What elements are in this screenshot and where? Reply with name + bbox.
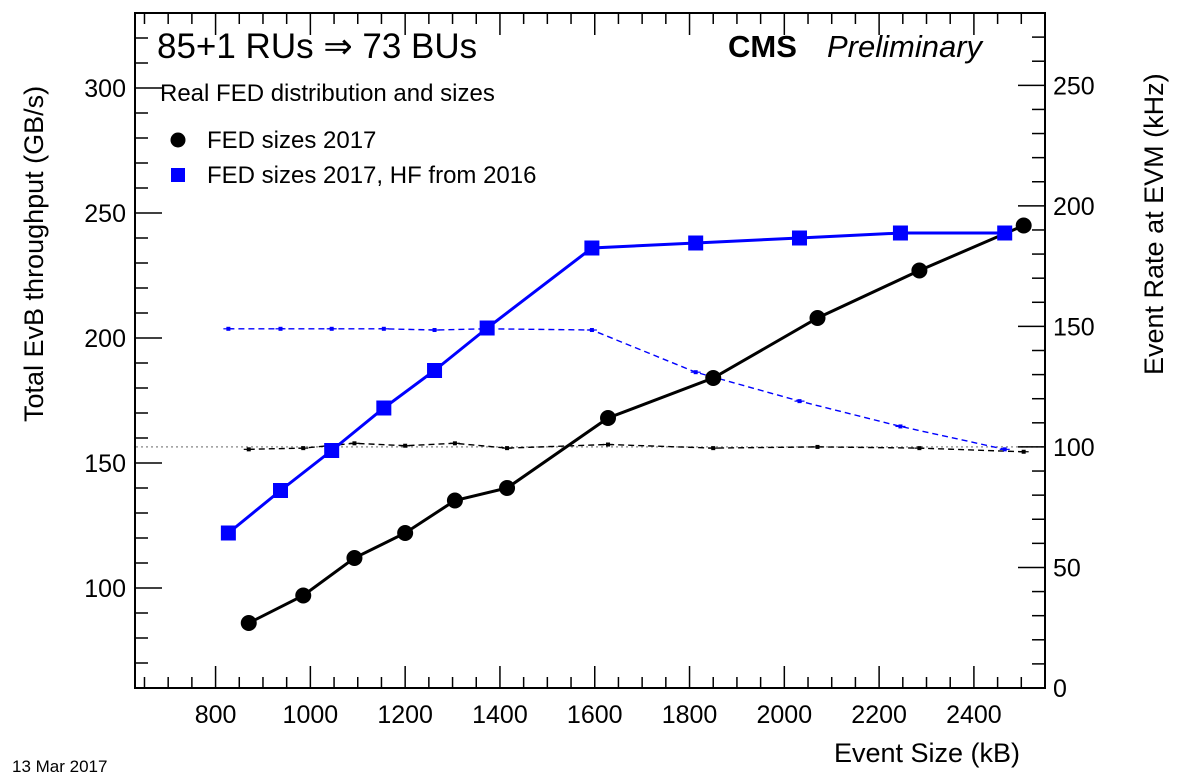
data-point [324,443,340,458]
y2-tick-label: 100 [1053,434,1095,462]
data-point [589,328,594,333]
data-point [381,326,386,331]
legend-label: FED sizes 2017, HF from 2016 [207,162,536,189]
y-axis-title: Total EvB throughput (GB/s) [19,86,49,422]
data-point [220,525,236,541]
data-point [997,225,1013,241]
x-tick-label: 1400 [472,701,528,729]
data-point [606,442,611,447]
data-point [397,525,414,541]
data-point [797,399,802,404]
series-line-2 [248,442,1024,453]
data-point [346,550,363,566]
throughput-series-layer [220,217,1032,631]
legend-marker-square [171,168,185,182]
data-point [301,446,306,451]
data-point [688,235,704,251]
y2-tick-label: 200 [1053,193,1095,221]
data-point [791,230,807,246]
data-point [403,443,408,448]
data-point [273,483,289,498]
axis-ticks [135,12,1046,689]
data-point [1002,447,1007,452]
x-tick-label: 2000 [757,701,813,729]
y2-tick-label: 150 [1053,313,1095,341]
y-tick-label: 250 [84,200,126,228]
data-point [432,328,437,333]
experiment-label: CMS [728,29,797,64]
data-point [911,262,928,279]
y2-axis-title: Event Rate at EVM (kHz) [1139,73,1169,375]
data-point [600,410,617,426]
chart-title: 85+1 RUs ⇒ 73 BUs [157,27,477,66]
data-point [917,446,922,451]
data-point [246,447,251,452]
data-point [452,441,457,446]
y-tick-label: 150 [84,450,126,478]
data-point [376,400,392,416]
data-point [1021,449,1026,454]
data-point [295,587,312,604]
y-tick-label: 200 [84,325,126,353]
legend-marker-circle [170,132,186,148]
legend: FED sizes 2017 FED sizes 2017, HF from 2… [170,127,536,189]
data-point [240,615,257,631]
data-point [278,326,283,331]
data-point [693,370,698,375]
data-point [226,326,231,331]
x-tick-label: 1800 [662,701,718,729]
y-tick-label: 300 [84,75,126,103]
data-point [329,326,334,331]
data-point [892,225,908,241]
x-tick-label: 2400 [946,701,1002,729]
data-point [505,446,510,451]
data-point [584,240,600,256]
data-point [352,441,357,446]
y2-tick-label: 0 [1053,675,1067,703]
data-point [815,444,820,449]
y2-tick-label: 250 [1053,72,1095,100]
data-point [499,480,516,496]
status-label: Preliminary [827,29,985,64]
data-point [446,492,463,509]
data-point [809,310,826,326]
tick-labels: 800 1000 1200 1400 1600 1800 2000 2200 240010015… [84,72,1094,729]
x-tick-label: 800 [195,701,237,729]
x-tick-label: 2200 [851,701,907,729]
y2-tick-label: 50 [1053,554,1081,582]
chart-subtitle: Real FED distribution and sizes [160,80,495,107]
data-point [711,446,716,451]
x-tick-label: 1200 [377,701,433,729]
date-label: 13 Mar 2017 [12,757,107,776]
x-tick-label: 1600 [567,701,623,729]
legend-label: FED sizes 2017 [207,127,376,154]
data-point [1015,217,1032,234]
y-tick-label: 100 [84,575,126,603]
data-point [427,363,443,378]
data-point [898,424,903,429]
x-tick-label: 1000 [283,701,339,729]
x-axis-title: Event Size (kB) [834,738,1020,768]
data-point [479,320,495,336]
data-point [705,370,722,386]
